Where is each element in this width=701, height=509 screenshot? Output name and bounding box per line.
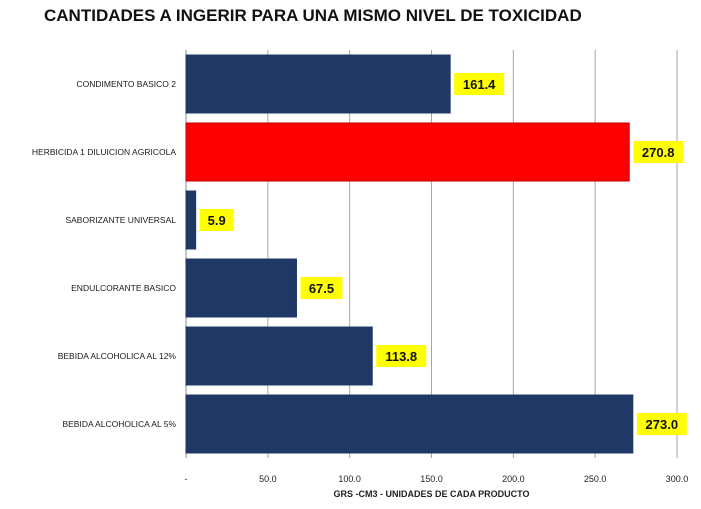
data-label-background: [199, 209, 234, 231]
data-label: 113.8: [385, 349, 417, 364]
bar: [185, 122, 630, 182]
data-label: 67.5: [309, 281, 334, 296]
data-label: 273.0: [646, 417, 679, 432]
category-label: CONDIMENTO BASICO 2: [77, 79, 177, 89]
data-label-background: [300, 277, 343, 299]
data-label-background: [376, 345, 427, 367]
bar: [185, 54, 451, 114]
data-label: 161.4: [463, 77, 496, 92]
data-label-background: [454, 73, 505, 95]
x-tick-label: -: [185, 474, 188, 484]
x-tick-label: 100.0: [338, 474, 361, 484]
x-tick-label: 50.0: [259, 474, 277, 484]
bar: [185, 326, 373, 386]
data-label: 5.9: [208, 213, 226, 228]
bar: [185, 258, 297, 318]
bar: [185, 394, 634, 454]
category-label: BEBIDA ALCOHOLICA AL 12%: [58, 351, 177, 361]
x-axis-title: GRS -CM3 - UNIDADES DE CADA PRODUCTO: [333, 489, 530, 499]
x-tick-label: 250.0: [584, 474, 607, 484]
x-tick-label: 150.0: [420, 474, 443, 484]
chart-title: CANTIDADES A INGERIR PARA UNA MISMO NIVE…: [44, 6, 582, 25]
data-label-background: [636, 413, 687, 435]
category-label: SABORIZANTE UNIVERSAL: [65, 215, 176, 225]
category-label: HERBICIDA 1 DILUICION AGRICOLA: [32, 147, 176, 157]
category-label: BEBIDA ALCOHOLICA AL 5%: [62, 419, 176, 429]
x-tick-label: 200.0: [502, 474, 525, 484]
x-tick-label: 300.0: [666, 474, 689, 484]
data-label: 270.8: [642, 145, 675, 160]
bar: [185, 190, 197, 250]
category-label: ENDULCORANTE BASICO: [71, 283, 176, 293]
data-label-background: [633, 141, 684, 163]
